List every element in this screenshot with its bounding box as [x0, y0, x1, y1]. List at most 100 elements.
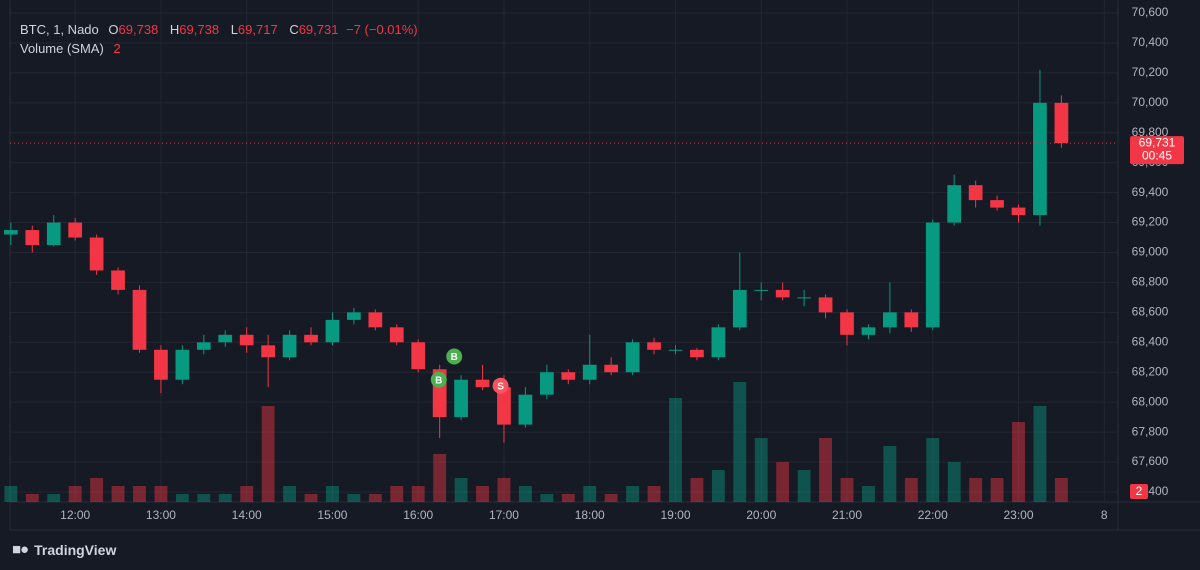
ohlc-value: 69,717: [237, 22, 278, 37]
candle-body: [411, 342, 426, 370]
legend: BTC, 1, Nado O69,738 H69,738 L69,717 C69…: [20, 20, 426, 58]
volume-bar: [669, 398, 682, 502]
candle-body: [775, 289, 790, 298]
candle-body: [304, 334, 318, 343]
last-price-tag: [1130, 136, 1184, 165]
x-tick-label: 18:00: [575, 508, 605, 522]
trade-marker: [492, 377, 509, 394]
candle-body: [840, 312, 854, 335]
volume-bar: [497, 478, 511, 502]
ohlc-value: 69,738: [179, 22, 220, 37]
y-tick-label: 70,200: [1132, 65, 1169, 79]
candle-body: [990, 200, 1004, 208]
y-tick-label: 70,600: [1132, 5, 1169, 19]
ohlc-key: O: [108, 22, 119, 37]
y-tick-label: 68,000: [1132, 394, 1169, 408]
candle-body: [883, 312, 897, 328]
brand[interactable]: ■● TradingView: [12, 541, 116, 558]
candle-body: [668, 349, 683, 351]
volume-bar: [304, 494, 318, 502]
volume-bar: [904, 478, 918, 502]
candle-body: [25, 230, 40, 246]
volume-bar: [819, 438, 832, 502]
x-tick-label: 19:00: [660, 508, 690, 522]
candle-body: [196, 342, 211, 350]
candle-body: [518, 394, 533, 425]
volume-indicator[interactable]: Volume (SMA): [20, 41, 104, 56]
volume-value: 2: [113, 41, 121, 56]
candle-body: [239, 334, 254, 346]
volume-bar: [240, 486, 254, 502]
y-tick-label: 68,800: [1132, 275, 1169, 289]
trade-marker: [430, 371, 447, 388]
candle-body: [754, 289, 769, 291]
candle-body: [925, 222, 940, 328]
x-tick-label: 8: [1101, 508, 1108, 522]
candle-body: [475, 379, 490, 388]
candle-body: [154, 349, 168, 380]
volume-bar: [604, 494, 618, 502]
y-tick-label: 69,400: [1132, 185, 1169, 199]
candle-body: [690, 349, 704, 358]
candle-body: [68, 222, 83, 238]
y-tick-label: 70,400: [1132, 35, 1169, 49]
volume-bar: [433, 454, 447, 502]
trade-marker-label: B: [435, 375, 442, 386]
x-tick-label: 20:00: [746, 508, 776, 522]
volume-bar: [518, 486, 532, 502]
volume-bar: [990, 478, 1004, 502]
x-tick-label: 14:00: [232, 508, 262, 522]
volume-bar: [626, 486, 640, 502]
y-tick-label: 69,800: [1132, 125, 1169, 139]
candle-body: [561, 372, 576, 380]
volume-bar: [647, 486, 661, 502]
candle-body: [818, 297, 833, 313]
ohlc-value: 69,731: [298, 22, 339, 37]
candle-body: [175, 349, 190, 380]
volume-bar: [175, 494, 189, 502]
volume-tag: [1130, 484, 1148, 499]
countdown-label: 00:45: [1142, 148, 1172, 162]
y-tick-label: 69,200: [1132, 215, 1169, 229]
candle-body: [582, 364, 597, 380]
volume-bar: [711, 470, 725, 502]
volume-bar: [797, 470, 811, 502]
volume-bar: [776, 462, 790, 502]
x-tick-label: 15:00: [317, 508, 347, 522]
ohlc-row: BTC, 1, Nado O69,738 H69,738 L69,717 C69…: [20, 20, 426, 39]
candle-body: [497, 387, 511, 425]
candle-body: [132, 289, 147, 350]
candle-body: [454, 379, 468, 418]
volume-bar: [347, 494, 361, 502]
candle-body: [861, 327, 876, 335]
volume-bar: [883, 446, 897, 502]
x-tick-label: 16:00: [403, 508, 433, 522]
volume-bar: [969, 478, 983, 502]
volume-bar: [476, 486, 489, 502]
volume-bar: [1033, 406, 1047, 502]
y-tick-label: 70,000: [1132, 95, 1169, 109]
x-tick-label: 23:00: [1004, 508, 1034, 522]
candle-body: [218, 334, 233, 343]
candle-body: [732, 289, 747, 328]
candle-body: [947, 185, 962, 223]
volume-bar: [454, 478, 468, 502]
ohlc-key: H: [169, 22, 180, 37]
volume-bar: [540, 494, 554, 502]
volume-bar: [926, 438, 940, 502]
candle-body: [46, 222, 61, 246]
candle-body: [3, 230, 18, 235]
volume-bar: [840, 478, 854, 502]
candle-body: [797, 297, 811, 299]
volume-bar: [68, 486, 82, 502]
last-price-label: 69,731: [1139, 135, 1176, 149]
volume-tag-label: 2: [1136, 484, 1143, 498]
symbol[interactable]: BTC, 1, Nado: [20, 22, 99, 37]
candle-body: [711, 327, 726, 358]
volume-bar: [283, 486, 297, 502]
volume-bar: [4, 486, 18, 502]
candle-body: [368, 312, 383, 328]
y-tick-label: 68,200: [1132, 364, 1169, 378]
candle-body: [904, 312, 919, 328]
